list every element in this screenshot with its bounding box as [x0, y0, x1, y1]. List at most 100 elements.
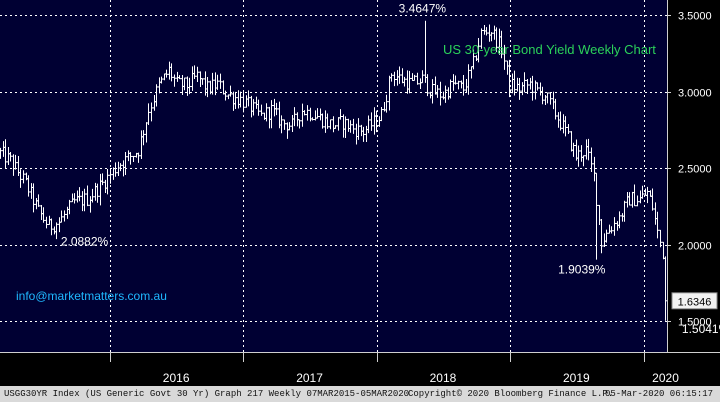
- ohlc-bar: [321, 113, 324, 129]
- ohlc-bars: [0, 20, 667, 321]
- ohlc-bar: [595, 172, 598, 260]
- horizontal-gridlines: [0, 15, 667, 322]
- ohlc-bar: [390, 73, 393, 82]
- ohlc-bar: [124, 151, 127, 176]
- ohlc-bar: [96, 183, 99, 203]
- ohlc-bar: [19, 169, 22, 188]
- ohlc-bar: [472, 49, 475, 70]
- ohlc-bar: [490, 32, 493, 42]
- ohlc-bar: [523, 72, 526, 93]
- ohlc-bar: [572, 142, 575, 157]
- ohlc-bar: [55, 222, 58, 240]
- ohlc-bar: [150, 102, 153, 122]
- y-axis-ticks: 1.5000 2.0000 2.5000 3.0000 3.5000: [667, 11, 712, 329]
- ohlc-bar: [503, 44, 506, 70]
- ohlc-bar: [224, 90, 227, 101]
- ohlc-bar: [91, 188, 94, 203]
- ohlc-bar: [22, 170, 25, 184]
- ohlc-bar: [339, 109, 342, 120]
- ohlc-bar: [577, 145, 580, 167]
- annotation-label: 3.4647%: [399, 2, 447, 16]
- ohlc-bar: [646, 186, 649, 204]
- ohlc-bar: [9, 152, 12, 162]
- ohlc-bar: [63, 210, 66, 222]
- ohlc-bar: [477, 37, 480, 63]
- ohlc-bar: [60, 210, 63, 223]
- ohlc-bar: [37, 194, 40, 207]
- ohlc-bar: [370, 112, 373, 131]
- x-year-label: 2020: [652, 371, 679, 385]
- footer-bar: USGG30YR Index (US Generic Govt 30 Yr) G…: [0, 386, 720, 402]
- ohlc-bar: [436, 84, 439, 98]
- ohlc-bar: [651, 188, 654, 211]
- footer-source: USGG30YR Index (US Generic Govt 30 Yr) G…: [4, 389, 410, 399]
- ohlc-bar: [188, 77, 191, 95]
- ohlc-bar: [270, 100, 273, 129]
- ohlc-bar: [265, 103, 268, 122]
- ohlc-bar: [587, 138, 590, 161]
- ohlc-bar: [229, 85, 232, 97]
- ohlc-bar: [567, 124, 570, 135]
- ohlc-bar: [50, 218, 53, 236]
- ohlc-bar: [610, 226, 613, 234]
- ohlc-bar: [495, 27, 498, 52]
- ohlc-bar: [500, 30, 503, 59]
- y-tick-label: 3.5000: [678, 11, 712, 23]
- ohlc-bar: [362, 126, 365, 142]
- ohlc-bar: [288, 122, 291, 131]
- footer-timestamp: 05-Mar-2020 06:15:17: [605, 389, 714, 399]
- ohlc-bar: [385, 94, 388, 113]
- ohlc-bar: [367, 115, 370, 134]
- annotation-label: 1.9039%: [558, 263, 606, 277]
- x-year-label: 2019: [563, 371, 590, 385]
- ohlc-bar: [508, 59, 511, 98]
- ohlc-bar: [160, 76, 163, 84]
- ohlc-bar: [4, 139, 7, 169]
- ohlc-bar: [531, 75, 534, 101]
- ohlc-bar: [242, 91, 245, 113]
- ohlc-bar: [247, 90, 250, 107]
- ohlc-bar: [119, 163, 122, 172]
- ohlc-bar: [219, 73, 222, 89]
- ohlc-bar: [457, 80, 460, 90]
- ohlc-bar: [86, 185, 89, 207]
- x-year-label: 2017: [296, 371, 323, 385]
- y-tick-label: 2.0000: [678, 241, 712, 253]
- ohlc-bar: [311, 117, 314, 121]
- ohlc-bar: [73, 193, 76, 204]
- ohlc-bar: [564, 116, 567, 137]
- ohlc-bar: [329, 119, 332, 130]
- annotation-label: 1.5041%: [682, 322, 720, 336]
- ohlc-bar: [101, 173, 104, 186]
- annotations: 3.4647% 2.0882% 1.9039% 1.5041%: [61, 2, 720, 336]
- ohlc-bar: [316, 108, 319, 119]
- ohlc-bar: [275, 102, 278, 116]
- x-axis-band: [0, 352, 720, 386]
- ohlc-bar: [306, 105, 309, 121]
- ohlc-bar: [173, 74, 176, 87]
- ohlc-bar: [178, 75, 181, 80]
- ohlc-bar: [600, 218, 603, 254]
- ohlc-bar: [293, 107, 296, 127]
- ohlc-bar: [280, 115, 283, 134]
- ohlc-bar: [664, 256, 667, 321]
- ohlc-bar: [45, 216, 48, 229]
- ohlc-bar: [32, 183, 35, 213]
- ohlc-bar: [352, 118, 355, 134]
- last-value-label: 1.6346: [678, 296, 712, 308]
- ohlc-bar: [260, 104, 263, 116]
- ohlc-bar: [518, 78, 521, 100]
- x-axis-year-labels: 2016 2017 2018 2019 2020: [163, 371, 679, 385]
- ohlc-bar: [132, 155, 135, 163]
- chart-title: US 30-year Bond Yield Weekly Chart: [443, 42, 656, 57]
- ohlc-bar: [636, 195, 639, 207]
- ohlc-bar: [211, 72, 214, 95]
- ohlc-bar: [326, 113, 329, 129]
- y-tick-label: 3.0000: [678, 88, 712, 100]
- ohlc-bar: [283, 119, 286, 130]
- x-year-label: 2018: [430, 371, 457, 385]
- ohlc-bar: [628, 192, 631, 206]
- ohlc-bar: [413, 74, 416, 81]
- ohlc-bar: [165, 69, 168, 78]
